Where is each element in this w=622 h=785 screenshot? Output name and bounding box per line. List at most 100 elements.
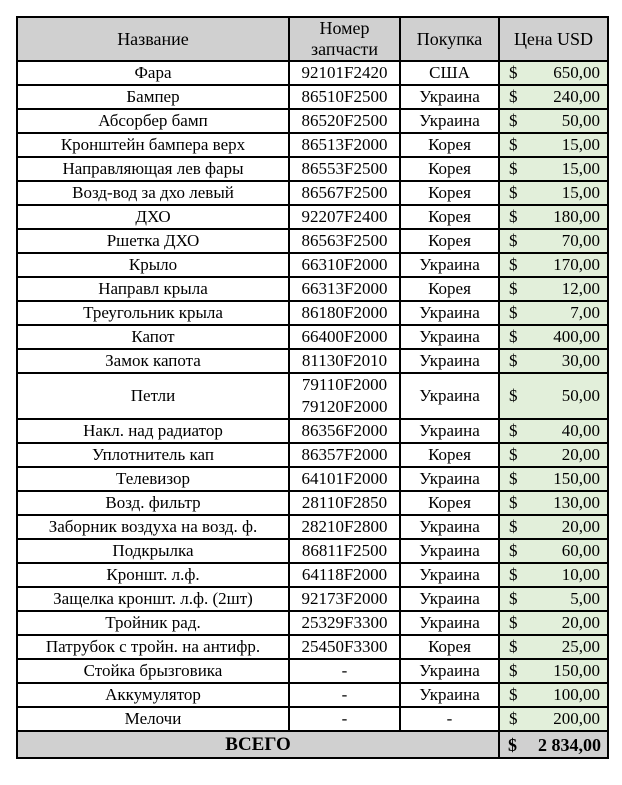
- purchase-cell: Украина: [399, 372, 500, 420]
- part-name-cell: Треугольник крыла: [16, 300, 290, 326]
- price-cell: $180,00: [498, 204, 609, 230]
- price-accounting-format: $200,00: [501, 709, 606, 729]
- price-accounting-format: $20,00: [501, 517, 606, 537]
- part-number-cell: 66313F2000: [288, 276, 401, 302]
- purchase-cell: Украина: [399, 324, 500, 350]
- currency-symbol: $: [509, 279, 518, 298]
- price-value: 20,00: [561, 517, 600, 536]
- currency-symbol: $: [509, 255, 518, 274]
- price-accounting-format: $15,00: [501, 159, 606, 179]
- table-row: Уплотнитель кап 86357F2000 Корея $20,00: [16, 442, 609, 468]
- part-number-cell: -: [288, 682, 401, 708]
- purchase-cell: Корея: [399, 228, 500, 254]
- part-name-cell: Защелка кроншт. л.ф. (2шт): [16, 586, 290, 612]
- price-value: 70,00: [561, 231, 600, 250]
- price-value: 150,00: [553, 469, 600, 488]
- purchase-cell: Украина: [399, 658, 500, 684]
- part-number-cell: 86356F2000: [288, 418, 401, 444]
- purchase-cell: Корея: [399, 442, 500, 468]
- purchase-cell: Корея: [399, 132, 500, 158]
- price-cell: $130,00: [498, 490, 609, 516]
- table-row: Телевизор 64101F2000 Украина $150,00: [16, 466, 609, 492]
- price-value: 15,00: [561, 135, 600, 154]
- currency-symbol: $: [509, 386, 518, 405]
- currency-symbol: $: [509, 63, 518, 82]
- currency-symbol: $: [509, 565, 518, 584]
- part-name-cell: Возд. фильтр: [16, 490, 290, 516]
- price-value: 130,00: [553, 493, 600, 512]
- parts-table: Название Номер запчасти Покупка Цена USD…: [16, 16, 609, 759]
- part-name-cell: Бампер: [16, 84, 290, 110]
- price-cell: $240,00: [498, 84, 609, 110]
- total-label: ВСЕГО: [16, 730, 500, 759]
- price-value: 40,00: [561, 421, 600, 440]
- price-cell: $50,00: [498, 108, 609, 134]
- purchase-cell: Украина: [399, 84, 500, 110]
- table-row: Тройник рад. 25329F3300 Украина $20,00: [16, 610, 609, 636]
- table-row: Патрубок с тройн. на антифр. 25450F3300 Ко…: [16, 634, 609, 660]
- part-number-cell: 86513F2000: [288, 132, 401, 158]
- table-body: Фара 92101F2420 США $650,00 Бампер 86510F2500…: [16, 60, 609, 732]
- table-row: Кроншт. л.ф. 64118F2000 Украина $10,00: [16, 562, 609, 588]
- currency-symbol: $: [509, 351, 518, 370]
- price-cell: $10,00: [498, 562, 609, 588]
- currency-symbol: $: [509, 493, 518, 512]
- table-row: Защелка кроншт. л.ф. (2шт) 92173F2000 Укра…: [16, 586, 609, 612]
- purchase-cell: Украина: [399, 348, 500, 374]
- table-row: Возд. фильтр 28110F2850 Корея $130,00: [16, 490, 609, 516]
- price-value: 170,00: [553, 255, 600, 274]
- part-number-cell: 64101F2000: [288, 466, 401, 492]
- currency-symbol: $: [509, 207, 518, 226]
- part-number-cell: 92207F2400: [288, 204, 401, 230]
- price-value: 650,00: [553, 63, 600, 82]
- currency-symbol: $: [509, 327, 518, 346]
- price-value: 50,00: [561, 111, 600, 130]
- purchase-cell: Украина: [399, 418, 500, 444]
- currency-symbol: $: [509, 685, 518, 704]
- currency-symbol: $: [509, 469, 518, 488]
- price-cell: $100,00: [498, 682, 609, 708]
- part-name-cell: Уплотнитель кап: [16, 442, 290, 468]
- price-accounting-format: $15,00: [501, 183, 606, 203]
- price-accounting-format: $5,00: [501, 589, 606, 609]
- currency-symbol: $: [509, 183, 518, 202]
- currency-symbol: $: [509, 589, 518, 608]
- table-row: Бампер 86510F2500 Украина $240,00: [16, 84, 609, 110]
- purchase-cell: Украина: [399, 466, 500, 492]
- price-accounting-format: $170,00: [501, 255, 606, 275]
- price-cell: $50,00: [498, 372, 609, 420]
- price-cell: $20,00: [498, 442, 609, 468]
- currency-symbol: $: [509, 445, 518, 464]
- currency-symbol: $: [509, 303, 518, 322]
- price-value: 15,00: [561, 159, 600, 178]
- price-cell: $15,00: [498, 180, 609, 206]
- part-number-cell: 86553F2500: [288, 156, 401, 182]
- part-number-cell: -: [288, 706, 401, 732]
- price-value: 20,00: [561, 445, 600, 464]
- part-number-cell: 79110F2000 79120F2000: [288, 372, 401, 420]
- part-name-cell: Капот: [16, 324, 290, 350]
- price-value: 10,00: [561, 565, 600, 584]
- purchase-cell: Украина: [399, 682, 500, 708]
- part-name-cell: Кронштейн бампера верх: [16, 132, 290, 158]
- price-value: 25,00: [561, 637, 600, 656]
- table-row: Треугольник крыла 86180F2000 Украина $7,00: [16, 300, 609, 326]
- purchase-cell: Украина: [399, 108, 500, 134]
- part-name-cell: Заборник воздуха на возд. ф.: [16, 514, 290, 540]
- part-number-cell: 28210F2800: [288, 514, 401, 540]
- price-accounting-format: $180,00: [501, 207, 606, 227]
- part-number-cell: 25450F3300: [288, 634, 401, 660]
- part-number-cell: 86180F2000: [288, 300, 401, 326]
- price-value: 15,00: [561, 183, 600, 202]
- price-value: 30,00: [561, 351, 600, 370]
- table-row: Стойка брызговика - Украина $150,00: [16, 658, 609, 684]
- part-name-cell: Накл. над радиатор: [16, 418, 290, 444]
- price-accounting-format: $30,00: [501, 351, 606, 371]
- price-cell: $150,00: [498, 658, 609, 684]
- purchase-cell: Украина: [399, 586, 500, 612]
- currency-symbol: $: [509, 159, 518, 178]
- table-row: Кронштейн бампера верх 86513F2000 Корея $15…: [16, 132, 609, 158]
- price-value: 50,00: [561, 386, 600, 405]
- table-row: Петли 79110F2000 79120F2000 Украина $50,00: [16, 372, 609, 420]
- part-number-cell: 66400F2000: [288, 324, 401, 350]
